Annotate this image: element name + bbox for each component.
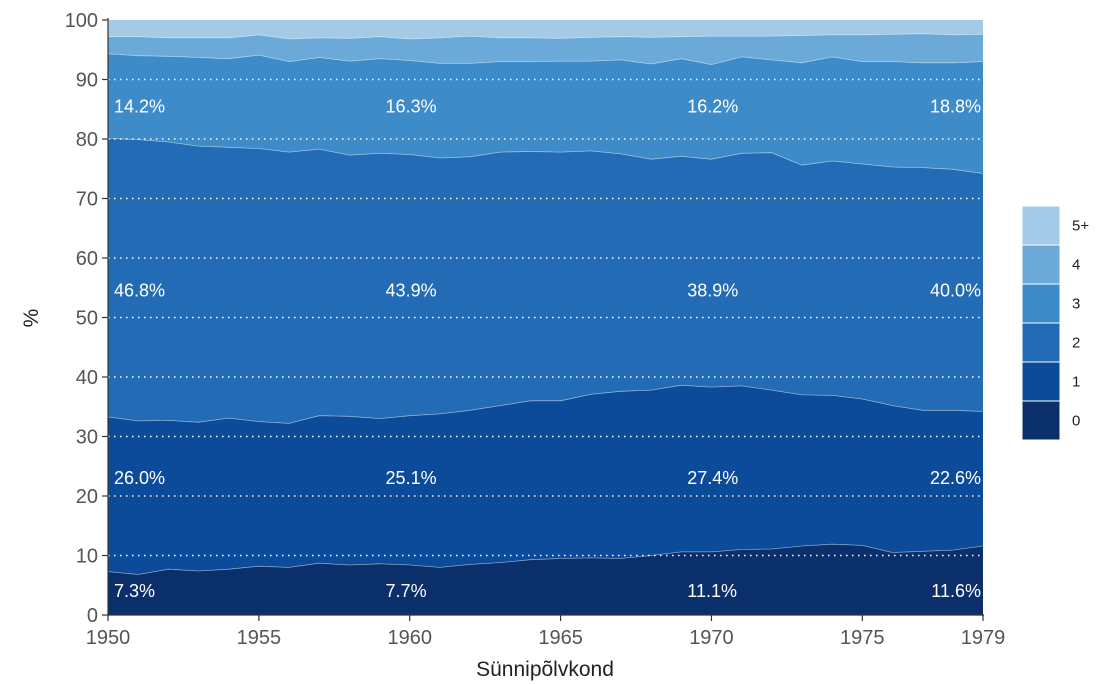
share-label: 16.2% [687,96,738,116]
legend-label: 4 [1072,257,1080,274]
y-tick-label: 0 [87,605,98,627]
legend-label: 5+ [1072,218,1089,235]
legend-label: 1 [1072,374,1080,391]
legend-label: 2 [1072,335,1080,352]
y-tick-label: 90 [76,70,98,92]
area-series-3 [108,53,983,174]
share-label: 22.6% [930,468,981,488]
area-series-5plus [108,20,983,39]
legend-key-2 [1021,322,1061,363]
share-label: 27.4% [687,468,738,488]
share-label: 11.6% [931,581,981,601]
x-tick-label: 1965 [538,627,583,649]
area-series-0 [108,544,983,615]
share-label: 26.0% [114,468,165,488]
share-label: 7.3% [114,581,155,601]
share-label: 46.8% [114,281,165,301]
y-axis-title: % [20,309,43,328]
share-label: 16.3% [386,96,437,116]
share-label: 25.1% [386,468,437,488]
legend-key-3 [1021,283,1061,324]
band-boundary-line [107,53,984,66]
legend-key-5plus [1021,205,1061,246]
x-tick-label: 1970 [689,627,734,649]
legend-label: 3 [1072,296,1080,313]
y-tick-label: 70 [76,189,98,211]
share-label: 43.9% [386,281,437,301]
area-series-4 [108,33,983,65]
legend-label: 0 [1072,413,1080,430]
x-tick-label: 1960 [387,627,432,649]
area-layer [107,20,984,615]
share-label: 38.9% [687,281,738,301]
share-label: 11.1% [687,581,737,601]
share-label: 18.8% [930,96,981,116]
area-series-2 [108,138,983,424]
y-tick-label: 100 [65,10,98,32]
y-tick-label: 80 [76,129,98,151]
y-tick-label: 20 [76,486,98,508]
x-tick-label: 1975 [840,627,885,649]
band-boundary-line [107,384,984,424]
y-tick-label: 50 [76,308,98,330]
legend-key-0 [1021,400,1061,441]
band-boundary-line [107,138,984,174]
share-label: 7.7% [386,581,427,601]
band-boundary-line [107,543,984,575]
share-label: 40.0% [930,281,981,301]
axis-layer: 0 10 20 30 40 50 60 70 80 90 100 1950 1955 1960 1965 19… [65,10,1006,649]
legend-key-4 [1021,244,1061,285]
x-tick-label: 1979 [961,627,1006,649]
legend: 5+ 4 3 2 1 0 [1021,205,1089,441]
share-label: 14.2% [114,96,165,116]
area-series-1 [108,385,983,575]
band-boundary-line [108,33,984,40]
y-tick-label: 60 [76,248,98,270]
x-tick-label: 1950 [86,627,131,649]
y-tick-label: 10 [76,546,98,568]
x-tick-label: 1955 [237,627,282,649]
y-tick-label: 40 [76,367,98,389]
legend-key-1 [1021,361,1061,402]
annotation-layer: 7.3% 7.7% 11.1% 11.6% 26.0% 25.1% 27.4% 22.6% 46… [114,96,981,601]
x-axis-title: Sünnipõlvkond [476,658,614,681]
y-tick-label: 30 [76,427,98,449]
